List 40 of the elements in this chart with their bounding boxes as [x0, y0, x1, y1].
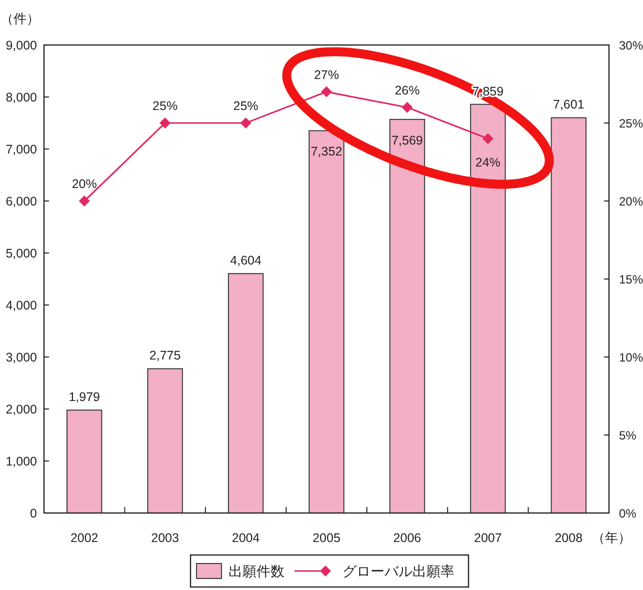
data-label: 7,569	[392, 133, 423, 148]
y2-tick-label: 20%	[619, 194, 643, 208]
y-tick-label: 4,000	[6, 298, 38, 312]
y-tick-label: 9,000	[6, 38, 38, 52]
y2-tick-label: 25%	[619, 116, 643, 130]
y-axis-title: （件）	[0, 11, 40, 26]
data-label: 26%	[394, 83, 420, 98]
data-label: 7,352	[310, 144, 342, 159]
x-axis-title: （年）	[592, 530, 631, 545]
x-tick-label: 2004	[232, 531, 260, 545]
x-tick-label: 2006	[393, 531, 422, 545]
y-tick-label: 8,000	[6, 90, 38, 104]
y-tick-label: 0	[30, 506, 38, 520]
x-tick-label: 2002	[70, 531, 98, 545]
data-label: 4,604	[230, 254, 262, 268]
data-label: 20%	[72, 177, 97, 191]
y-tick-label: 3,000	[6, 350, 38, 364]
y-tick-label: 5,000	[6, 246, 38, 260]
y-tick-label: 2,000	[6, 402, 38, 416]
x-tick-label: 2008	[554, 531, 583, 545]
data-label: 24%	[475, 156, 500, 170]
y-tick-label: 6,000	[6, 194, 38, 208]
data-label: 7,601	[553, 98, 584, 112]
y2-tick-label: 5%	[619, 428, 637, 442]
y-tick-label: 7,000	[6, 142, 38, 156]
x-tick-label: 2007	[474, 531, 502, 545]
x-tick-label: 2003	[151, 531, 180, 545]
data-label: 27%	[314, 68, 340, 82]
data-label: 25%	[233, 99, 258, 113]
data-label: 2,775	[149, 348, 181, 363]
x-tick-label: 2005	[312, 531, 340, 545]
data-label: 1,979	[68, 390, 100, 404]
legend-label: グローバル出願率	[342, 563, 454, 579]
y2-tick-label: 0%	[619, 506, 637, 520]
data-label: 25%	[152, 99, 178, 113]
y2-tick-label: 30%	[619, 38, 643, 52]
y2-tick-label: 10%	[619, 350, 643, 364]
y2-tick-label: 15%	[619, 272, 643, 286]
y-tick-label: 1,000	[6, 454, 38, 468]
legend-label: 出願件数	[228, 563, 284, 579]
